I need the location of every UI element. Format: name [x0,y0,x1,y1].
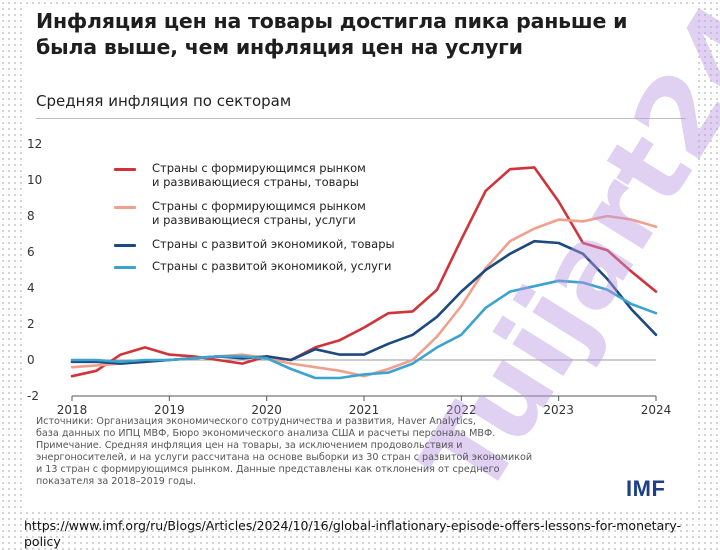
legend-swatch-em-goods [114,168,136,171]
chart-subtitle: Средняя инфляция по секторам [36,92,292,110]
line-chart: 12 10 8 6 4 2 0 -2 2018 2019 2020 2021 2022 2023 2024 [27,137,671,417]
y-tick-label: 6 [27,245,35,259]
imf-logo: IMF [626,476,666,501]
subtitle-divider [36,118,686,119]
legend-swatch-em-services [114,206,136,209]
legend-item: Страны с развитой экономикой, услуги [114,259,444,281]
legend-swatch-ae-goods [114,244,136,247]
x-tick-label: 2021 [349,403,380,417]
legend-item: Страны с развитой экономикой, товары [114,237,444,259]
legend-label: Страны с развитой экономикой, услуги [152,259,392,273]
y-tick-label: 8 [27,209,35,223]
x-tick-label: 2020 [251,403,282,417]
legend-swatch-ae-services [114,266,136,269]
legend-label: Страны с развитой экономикой, товары [152,237,395,251]
chart-lines [70,166,658,380]
y-tick-label: 4 [27,281,35,295]
series-line-0 [70,166,658,378]
legend-label: Страны с формирующимся рынком и развиваю… [152,161,366,189]
chart-axes: 12 10 8 6 4 2 0 -2 2018 2019 2020 2021 2022 2023 2024 [27,137,671,417]
y-tick-label: 10 [27,173,42,187]
x-tick-label: 2022 [446,403,477,417]
series-line-3 [70,279,658,380]
legend-label: Страны с формирующимся рынком и развиваю… [152,199,366,227]
chart-card: Инфляция цен на товары достигла пика ран… [22,0,720,517]
y-tick-label: 0 [27,353,35,367]
legend-item: Страны с формирующимся рынком и развиваю… [114,199,444,237]
legend-item: Страны с формирующимся рынком и развиваю… [114,161,444,199]
y-tick-label: -2 [27,389,39,403]
source-note: Источники: Организация экономического со… [36,416,533,487]
y-tick-label: 12 [27,137,42,151]
x-tick-label: 2019 [154,403,185,417]
x-tick-label: 2018 [57,403,88,417]
chart-legend: Страны с формирующимся рынком и развиваю… [114,161,444,281]
y-tick-label: 2 [27,317,35,331]
x-tick-label: 2024 [641,403,672,417]
chart-title: Инфляция цен на товары достигла пика ран… [36,9,628,59]
x-tick-label: 2023 [543,403,574,417]
source-url[interactable]: https://www.imf.org/ru/Blogs/Articles/20… [24,518,682,549]
